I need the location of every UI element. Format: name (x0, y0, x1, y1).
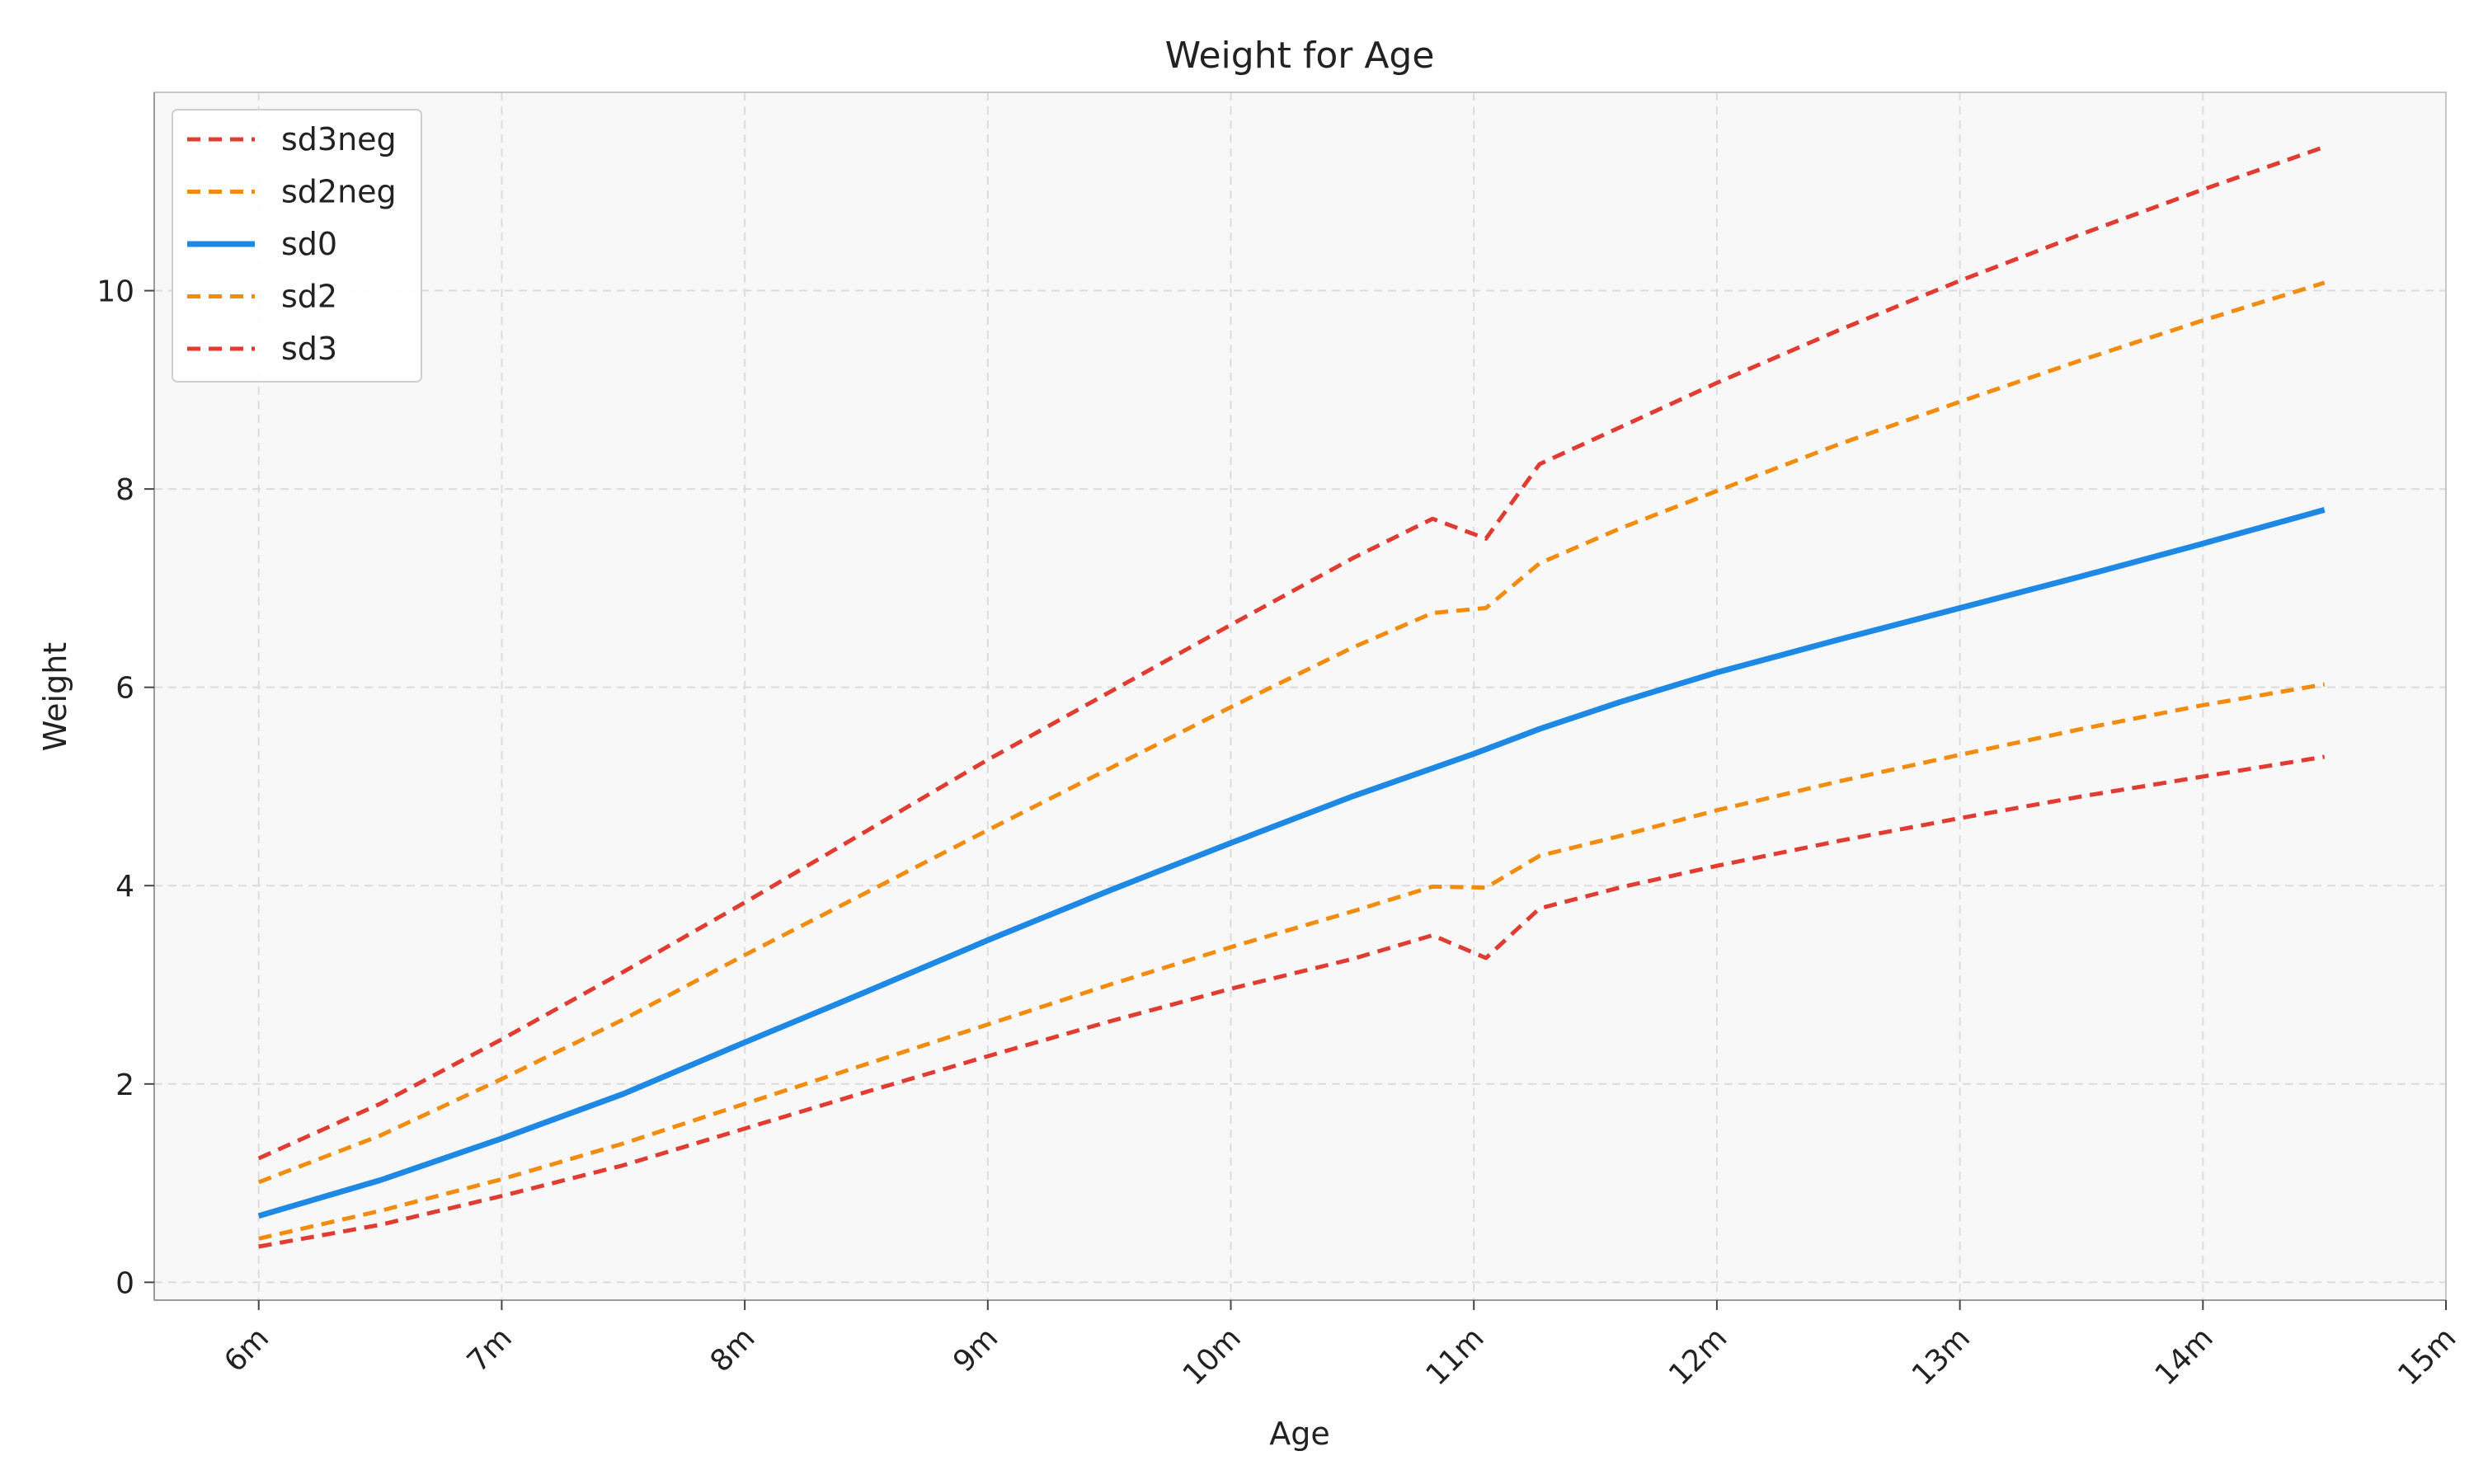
series-layer (257, 144, 2326, 1249)
legend-label-sd2: sd2 (281, 279, 337, 315)
series-line-sd3 (257, 144, 2326, 1161)
x-tick-label: 9m (947, 1321, 1004, 1378)
y-tick-label: 8 (115, 473, 134, 507)
legend: sd3neg sd2neg sd0 sd2 sd3 (172, 109, 422, 383)
x-tick-label: 14m (2149, 1321, 2220, 1392)
x-tick-label: 6m (218, 1321, 275, 1378)
chart-title: Weight for Age (1165, 35, 1435, 77)
grid-lines (154, 92, 2447, 1300)
x-tick-label: 10m (1177, 1321, 1248, 1392)
y-tick-label: 6 (115, 672, 134, 706)
legend-label-sd3: sd3 (281, 331, 337, 367)
legend-label-sd3neg: sd3neg (281, 121, 397, 157)
x-tick-label: 12m (1663, 1321, 1733, 1392)
y-tick-label: 2 (115, 1068, 134, 1102)
series-line-sd3neg (258, 754, 2326, 1249)
x-tick-label: 15m (2392, 1321, 2462, 1392)
legend-label-sd0: sd0 (281, 226, 337, 262)
plot-area (154, 92, 2446, 1300)
y-tick-label: 4 (115, 870, 134, 904)
y-axis: 0 2 4 6 8 10 (96, 92, 155, 1300)
y-tick-label: 10 (96, 275, 134, 309)
series-line-sd2neg (258, 682, 2326, 1241)
x-tick-label: 7m (461, 1321, 519, 1378)
y-axis-label: Weight (37, 642, 73, 751)
x-axis: 6m 7m 8m 9m 10m 11m 12m 13m 14m 15m (154, 1299, 2462, 1392)
y-tick-label: 0 (115, 1266, 134, 1300)
x-tick-label: 11m (1419, 1321, 1490, 1392)
x-tick-label: 8m (704, 1321, 762, 1378)
x-tick-label: 13m (1906, 1321, 1977, 1392)
legend-label-sd2neg: sd2neg (281, 174, 397, 210)
series-line-sd0 (257, 507, 2326, 1219)
x-axis-label: Age (1269, 1416, 1330, 1452)
legend-box (172, 109, 422, 383)
